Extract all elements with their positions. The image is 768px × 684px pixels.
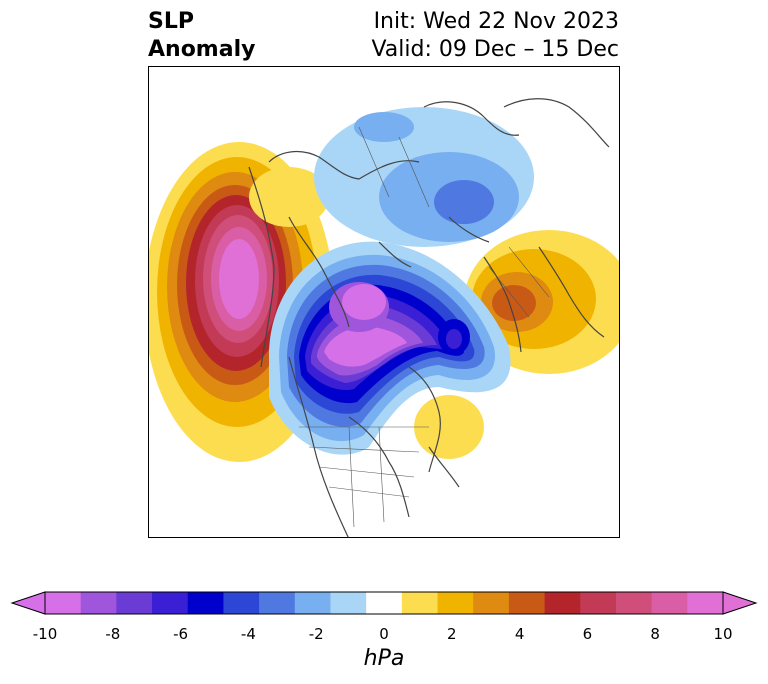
colorbar-swatch: [580, 592, 617, 614]
init-date: Init: Wed 22 Nov 2023: [373, 9, 619, 34]
colorbar-swatch: [651, 592, 688, 614]
valid-range: Valid: 09 Dec – 15 Dec: [371, 37, 619, 62]
colorbar-swatch: [45, 592, 82, 614]
colorbar-max-arrow: [722, 591, 758, 615]
colorbar-tick-label: 6: [582, 625, 593, 643]
colorbar-tick-label: -2: [308, 625, 324, 643]
colorbar-swatch: [473, 592, 510, 614]
colorbar-tick-label: -10: [32, 625, 58, 643]
colorbar-swatch: [401, 592, 439, 614]
colorbar-border: [44, 591, 724, 615]
colorbar-tick-label: -4: [240, 625, 256, 643]
atlantic-high-anomaly: [414, 395, 484, 459]
colorbar-unit: hPa: [363, 646, 405, 671]
colorbar-swatch: [152, 592, 189, 614]
colorbar-swatch: [116, 592, 153, 614]
colorbar-tick-label: 8: [650, 625, 660, 643]
map-title-right: Init: Wed 22 Nov 2023 Valid: 09 Dec – 15…: [371, 8, 619, 64]
colorbar-swatch: [80, 592, 117, 614]
arctic-low-anomaly: [314, 107, 534, 247]
colorbar-swatch: [437, 592, 474, 614]
colorbar-swatch: [330, 592, 367, 614]
colorbar-swatch: [187, 592, 224, 614]
colorbar-swatch: [508, 592, 546, 614]
colorbar-swatch: [687, 592, 724, 614]
colorbar-tick-label: 4: [514, 625, 525, 643]
map-title-left: SLP Anomaly: [148, 8, 255, 64]
colorbar: [10, 591, 758, 615]
colorbar-swatch: [259, 592, 296, 614]
colorbar-swatch: [544, 592, 581, 614]
borders: [299, 126, 550, 528]
colorbar-tick-label: 0: [379, 625, 389, 643]
colorbar-swatch: [223, 592, 260, 614]
colorbar-tick-label: 10: [713, 625, 733, 643]
colorbar-min-arrow: [10, 591, 46, 615]
pacific-high-anomaly: [149, 142, 334, 462]
title-variable-sub: Anomaly: [148, 37, 256, 62]
title-variable: SLP: [148, 9, 194, 34]
colorbar-tick-label: -6: [173, 625, 189, 643]
anomaly-field: [149, 98, 619, 537]
colorbar-swatch: [294, 592, 331, 614]
map-panel: [148, 66, 620, 538]
colorbar-swatch: [366, 592, 403, 614]
coastlines: [248, 98, 610, 537]
colorbar-tick-label: -8: [105, 625, 121, 643]
canada-low-anomaly: [269, 241, 511, 455]
colorbar-swatch: [615, 592, 653, 614]
colorbar-tick-label: 2: [447, 625, 457, 643]
